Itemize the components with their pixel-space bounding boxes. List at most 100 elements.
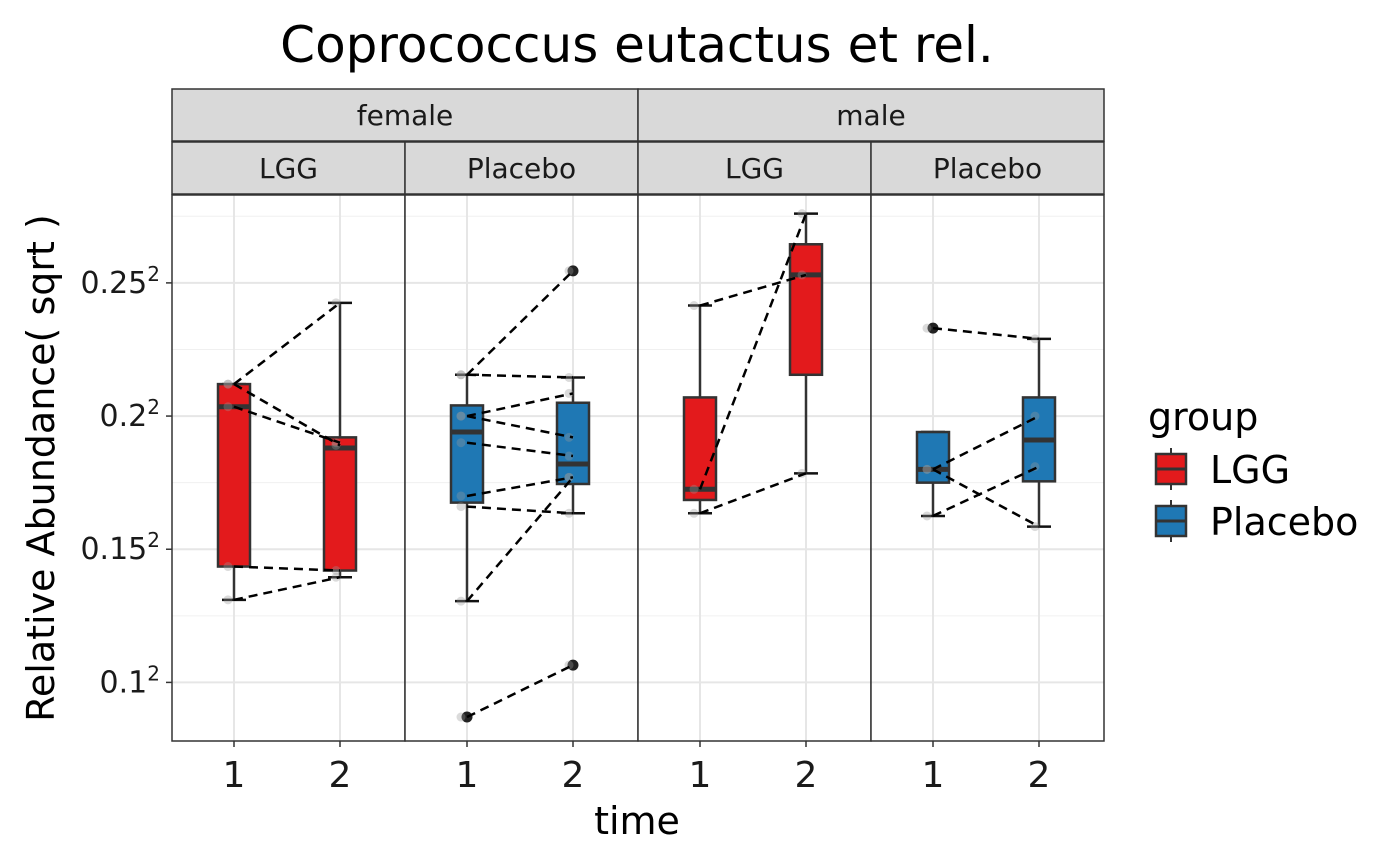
raw-point-female-lgg-t1-2 [223, 402, 233, 412]
x-tick-label-female-lgg-0: 1 [223, 755, 246, 796]
y-tick-label-1: 0.152 [80, 528, 160, 567]
paired-line-female-placebo-0 [466, 270, 574, 376]
legend-label-placebo: Placebo [1210, 500, 1358, 544]
raw-point-female-lgg-t2-4 [331, 572, 341, 582]
paired-line-female-lgg-3 [233, 565, 341, 572]
box-body [449, 404, 485, 504]
box-male-placebo-time1 [915, 322, 951, 518]
box-male-placebo-time2 [1021, 337, 1057, 528]
y-tick-label-2: 0.22 [100, 395, 160, 434]
raw-point-female-placebo-t2-0 [564, 266, 574, 276]
panel-male-placebo [871, 195, 1104, 741]
paired-line-female-lgg-2 [233, 405, 341, 444]
raw-point-female-placebo-t2-4 [564, 451, 574, 461]
strip-label-male: male [836, 99, 905, 132]
x-tick-label-female-lgg-1: 2 [329, 755, 352, 796]
plot-area: 0.12 0.152 0.22 0.252 female male LGG 1 2 Placebo… [80, 88, 1105, 796]
raw-point-female-placebo-t2-3 [564, 432, 574, 442]
x-tick-label-male-lgg-0: 1 [689, 755, 712, 796]
strip-label-male-lgg: LGG [725, 152, 784, 185]
raw-point-male-lgg-t1-1 [689, 484, 699, 494]
strip-label-female-placebo: Placebo [467, 152, 576, 185]
raw-point-female-placebo-t1-8 [456, 712, 466, 722]
raw-point-female-lgg-t1-0 [223, 379, 233, 389]
paired-line-female-placebo-1 [466, 373, 574, 379]
legend-label-lgg: LGG [1210, 448, 1290, 492]
box-female-placebo-time1 [449, 373, 485, 723]
raw-point-female-placebo-t2-2 [564, 388, 574, 398]
raw-point-male-placebo-t1-1 [922, 464, 932, 474]
box-male-lgg-time1 [682, 304, 718, 515]
strip-label-male-placebo: Placebo [933, 152, 1042, 185]
raw-point-female-lgg-t1-1 [223, 379, 233, 389]
raw-point-female-placebo-t1-0 [456, 370, 466, 380]
y-axis-title: Relative Abundance( sqrt ) [19, 214, 63, 722]
raw-point-male-placebo-t1-0 [922, 323, 932, 333]
x-tick-label-female-placebo-1: 2 [562, 755, 585, 796]
paired-line-female-placebo-7 [466, 476, 574, 602]
paired-line-male-placebo-2 [932, 468, 1040, 528]
y-tick-label-3: 0.252 [80, 262, 160, 301]
raw-point-female-placebo-t2-7 [564, 472, 574, 482]
chart-title: Coprococcus eutactus et rel. [280, 16, 994, 74]
paired-line-female-placebo-5 [466, 476, 574, 498]
raw-point-male-lgg-t1-2 [689, 508, 699, 518]
raw-point-female-placebo-t1-3 [456, 411, 466, 421]
panel-male-lgg [638, 195, 871, 741]
legend-entry-placebo: Placebo [1154, 500, 1358, 544]
panel-female-lgg [172, 195, 405, 741]
raw-point-female-placebo-t2-1 [564, 372, 574, 382]
paired-line-male-lgg-2 [699, 472, 807, 515]
strip-label-female-lgg: LGG [259, 152, 318, 185]
x-axis-title: time [594, 799, 680, 843]
outlier-point-0 [567, 265, 579, 277]
raw-point-female-placebo-t1-5 [456, 491, 466, 501]
box-body [682, 396, 718, 502]
paired-line-male-placebo-1 [932, 414, 1040, 471]
raw-point-female-placebo-t1-4 [456, 438, 466, 448]
raw-point-female-placebo-t1-1 [456, 370, 466, 380]
panel-border-male-placebo [870, 194, 1105, 742]
strip-female-lgg [171, 141, 406, 195]
paired-line-male-placebo-3 [932, 465, 1040, 518]
raw-point-female-placebo-t2-6 [564, 508, 574, 518]
strip-female [171, 88, 639, 142]
x-tick-label-male-placebo-1: 2 [1028, 755, 1051, 796]
box-body [555, 401, 591, 486]
raw-point-male-placebo-t1-3 [922, 511, 932, 521]
strip-female-placebo [404, 141, 639, 195]
paired-line-male-placebo-0 [932, 326, 1040, 341]
paired-line-female-lgg-1 [233, 383, 341, 447]
paired-line-female-lgg-0 [233, 301, 341, 386]
y-tick-label-0: 0.12 [100, 661, 160, 700]
paired-line-female-placebo-2 [466, 392, 574, 418]
paired-line-male-lgg-0 [699, 273, 807, 307]
paired-line-female-placebo-8 [466, 663, 574, 719]
raw-point-female-lgg-t2-0 [331, 298, 341, 308]
paired-line-female-placebo-6 [466, 505, 574, 515]
raw-point-male-placebo-t1-2 [922, 464, 932, 474]
paired-line-female-placebo-3 [466, 414, 574, 439]
box-body [788, 243, 824, 377]
outlier-point-1 [567, 659, 579, 671]
raw-point-male-placebo-t2-0 [1030, 334, 1040, 344]
strip-label-female: female [357, 99, 454, 132]
strip-male-lgg [637, 141, 872, 195]
raw-point-female-placebo-t2-5 [564, 472, 574, 482]
legend-title: group [1148, 395, 1258, 439]
raw-point-female-placebo-t1-2 [456, 411, 466, 421]
box-female-placebo-time2 [555, 265, 591, 671]
raw-point-male-lgg-t1-0 [689, 301, 699, 311]
box-body [915, 430, 951, 484]
paired-line-male-lgg-1 [698, 213, 808, 490]
raw-point-female-placebo-t1-7 [456, 596, 466, 606]
raw-point-female-lgg-t1-4 [223, 595, 233, 605]
x-tick-label-male-lgg-1: 2 [795, 755, 818, 796]
panel-female-placebo [405, 195, 638, 741]
box-male-lgg-time2 [788, 212, 824, 475]
x-tick-label-male-placebo-0: 1 [922, 755, 945, 796]
x-tick-label-female-placebo-0: 1 [456, 755, 479, 796]
box-body [322, 436, 358, 572]
raw-point-female-lgg-t2-3 [331, 566, 341, 576]
